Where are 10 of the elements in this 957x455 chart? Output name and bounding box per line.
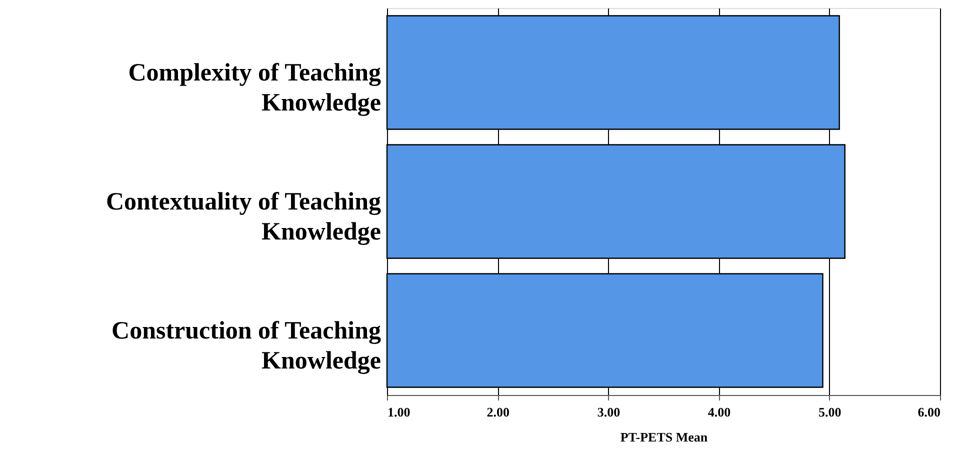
x-tick-label: 4.00 xyxy=(708,404,731,420)
y-tick-label: Contextuality of Teaching Knowledge xyxy=(106,188,382,246)
y-tick-label: Construction of Teaching Knowledge xyxy=(112,318,382,374)
x-tick-label: 1.00 xyxy=(388,404,410,420)
x-tick-label: 5.00 xyxy=(818,404,842,420)
x-tick-label: 3.00 xyxy=(597,404,620,420)
x-tick-label: 6.00 xyxy=(918,404,940,420)
x-tick-label: 2.00 xyxy=(486,404,510,420)
x-axis-title: PT-PETS Mean xyxy=(620,430,708,444)
y-tick-label: Complexity of Teaching Knowledge xyxy=(128,60,382,116)
